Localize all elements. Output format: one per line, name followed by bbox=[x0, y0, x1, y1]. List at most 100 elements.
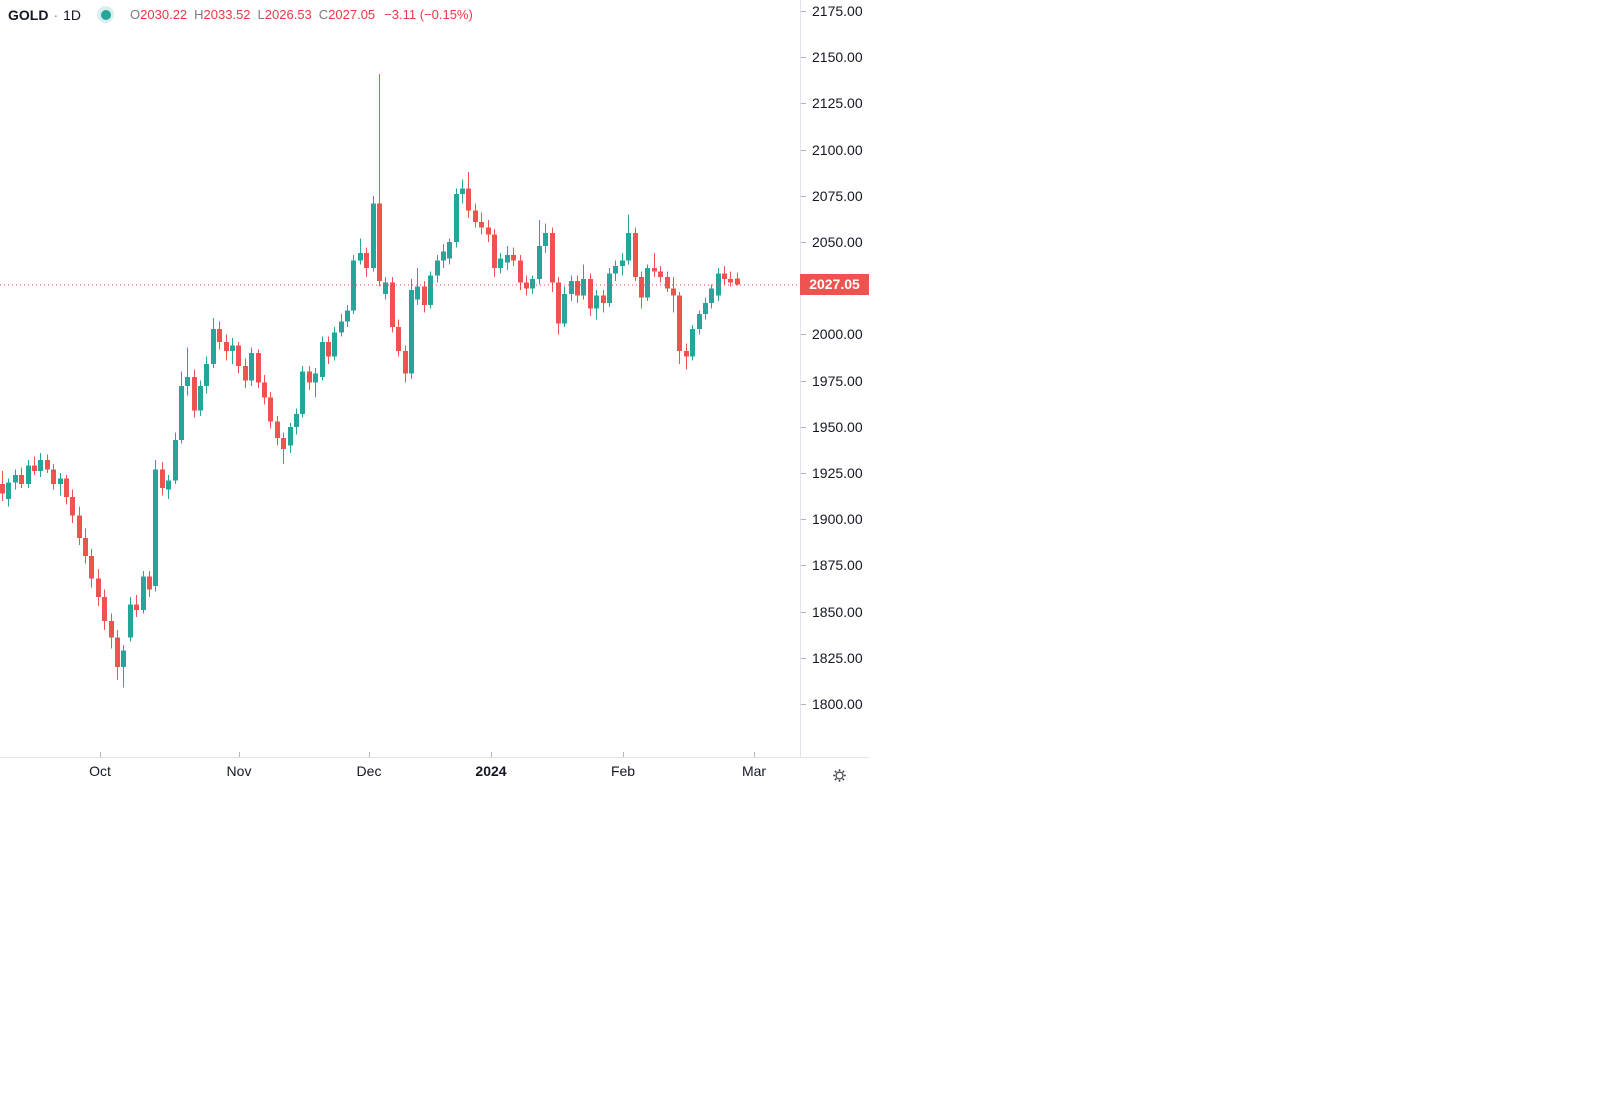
candle bbox=[613, 260, 618, 281]
candle bbox=[70, 489, 75, 523]
timeframe-label[interactable]: 1D bbox=[63, 6, 82, 23]
candle bbox=[288, 423, 293, 453]
change-value: −3.11 (−0.15%) bbox=[384, 7, 473, 22]
time-axis[interactable]: Oct Nov Dec 2024 Feb Mar bbox=[0, 757, 869, 781]
candle bbox=[121, 644, 126, 688]
month-label: Oct bbox=[89, 763, 111, 779]
candle bbox=[262, 375, 267, 405]
source-dot bbox=[100, 9, 111, 20]
candle bbox=[160, 462, 165, 496]
price-tick-label: 2100.00 bbox=[812, 141, 863, 158]
price-tick-label: 1800.00 bbox=[812, 696, 863, 713]
candle bbox=[38, 452, 43, 477]
candle bbox=[479, 212, 484, 235]
candle bbox=[550, 227, 555, 292]
candle bbox=[6, 478, 11, 507]
candle bbox=[230, 338, 235, 365]
candle bbox=[569, 275, 574, 302]
chart-plot-area[interactable]: GOLD · 1D O 2030.22 H 2033.52 L 2026.53 C 20… bbox=[0, 0, 800, 757]
candle bbox=[166, 474, 171, 499]
candle bbox=[403, 345, 408, 383]
price-tick-label: 1875.00 bbox=[812, 557, 863, 574]
candle bbox=[735, 272, 740, 286]
candle bbox=[364, 247, 369, 278]
candle bbox=[179, 371, 184, 444]
candle bbox=[454, 188, 459, 248]
price-tick-label: 2125.00 bbox=[812, 95, 863, 112]
ohlc-readout: O 2030.22 H 2033.52 L 2026.53 C 2027.05 −3.1… bbox=[130, 7, 473, 22]
high-value: 2033.52 bbox=[203, 7, 251, 22]
candle bbox=[709, 284, 714, 309]
price-tick-mark bbox=[801, 519, 806, 521]
candle bbox=[601, 290, 606, 313]
candle bbox=[141, 571, 146, 614]
candle bbox=[383, 277, 388, 300]
candle bbox=[268, 391, 273, 429]
candle bbox=[102, 589, 107, 631]
candle bbox=[422, 280, 427, 313]
candle bbox=[224, 334, 229, 361]
low-value: 2026.53 bbox=[264, 7, 312, 22]
symbol-legend: GOLD · 1D O 2030.22 H 2033.52 L 2026.53 C 20… bbox=[8, 6, 473, 23]
price-tick-label: 2175.00 bbox=[812, 3, 863, 20]
time-tick-mark bbox=[491, 752, 492, 757]
symbol-name[interactable]: GOLD bbox=[8, 6, 49, 23]
candle bbox=[697, 310, 702, 335]
source-dot-icon bbox=[97, 6, 115, 23]
price-tick-label: 2000.00 bbox=[812, 326, 863, 343]
candle bbox=[345, 304, 350, 328]
price-tick-label: 1950.00 bbox=[812, 418, 863, 435]
candle bbox=[677, 291, 682, 365]
candle bbox=[128, 596, 133, 642]
candle bbox=[626, 214, 631, 265]
candle bbox=[64, 474, 69, 505]
price-axis[interactable]: 2175.00 2150.00 2125.00 2100.00 2075.00 2050.… bbox=[800, 0, 869, 757]
candle bbox=[243, 358, 248, 389]
candle bbox=[377, 73, 382, 287]
price-tick-label: 2150.00 bbox=[812, 49, 863, 66]
candle bbox=[665, 271, 670, 292]
price-tick-mark bbox=[801, 149, 806, 151]
candle bbox=[409, 279, 414, 379]
candle bbox=[294, 408, 299, 435]
time-tick-mark bbox=[239, 752, 240, 757]
month-label: 2024 bbox=[475, 763, 507, 779]
current-price-badge: 2027.05 bbox=[800, 273, 869, 295]
candle bbox=[173, 432, 178, 485]
time-tick-mark bbox=[100, 752, 101, 757]
price-tick-mark bbox=[801, 334, 806, 336]
axis-settings-gear-icon[interactable] bbox=[830, 766, 848, 784]
candle bbox=[588, 273, 593, 317]
candle bbox=[256, 349, 261, 389]
candle bbox=[307, 365, 312, 390]
candle bbox=[32, 456, 37, 475]
candle bbox=[562, 286, 567, 328]
candle bbox=[722, 266, 727, 285]
candle bbox=[473, 203, 478, 228]
candle bbox=[537, 219, 542, 285]
candle bbox=[147, 571, 152, 597]
candle bbox=[498, 253, 503, 274]
candle bbox=[134, 595, 139, 618]
price-tick-mark bbox=[801, 103, 806, 105]
candle bbox=[716, 267, 721, 302]
candle bbox=[45, 454, 50, 474]
month-label: Dec bbox=[356, 763, 382, 779]
candle bbox=[339, 314, 344, 337]
candle bbox=[690, 325, 695, 361]
price-tick-mark bbox=[801, 426, 806, 428]
trading-chart: GOLD · 1D O 2030.22 H 2033.52 L 2026.53 C 20… bbox=[0, 0, 869, 784]
time-tick-mark bbox=[369, 752, 370, 757]
candle bbox=[441, 243, 446, 268]
candle bbox=[51, 463, 56, 490]
month-label: Nov bbox=[226, 763, 252, 779]
candle bbox=[249, 347, 254, 387]
price-tick-mark bbox=[801, 565, 806, 567]
candle bbox=[684, 343, 689, 370]
candle bbox=[415, 267, 420, 305]
open-value: 2030.22 bbox=[140, 7, 188, 22]
candle bbox=[581, 264, 586, 300]
candle bbox=[435, 255, 440, 283]
price-tick-mark bbox=[801, 242, 806, 244]
